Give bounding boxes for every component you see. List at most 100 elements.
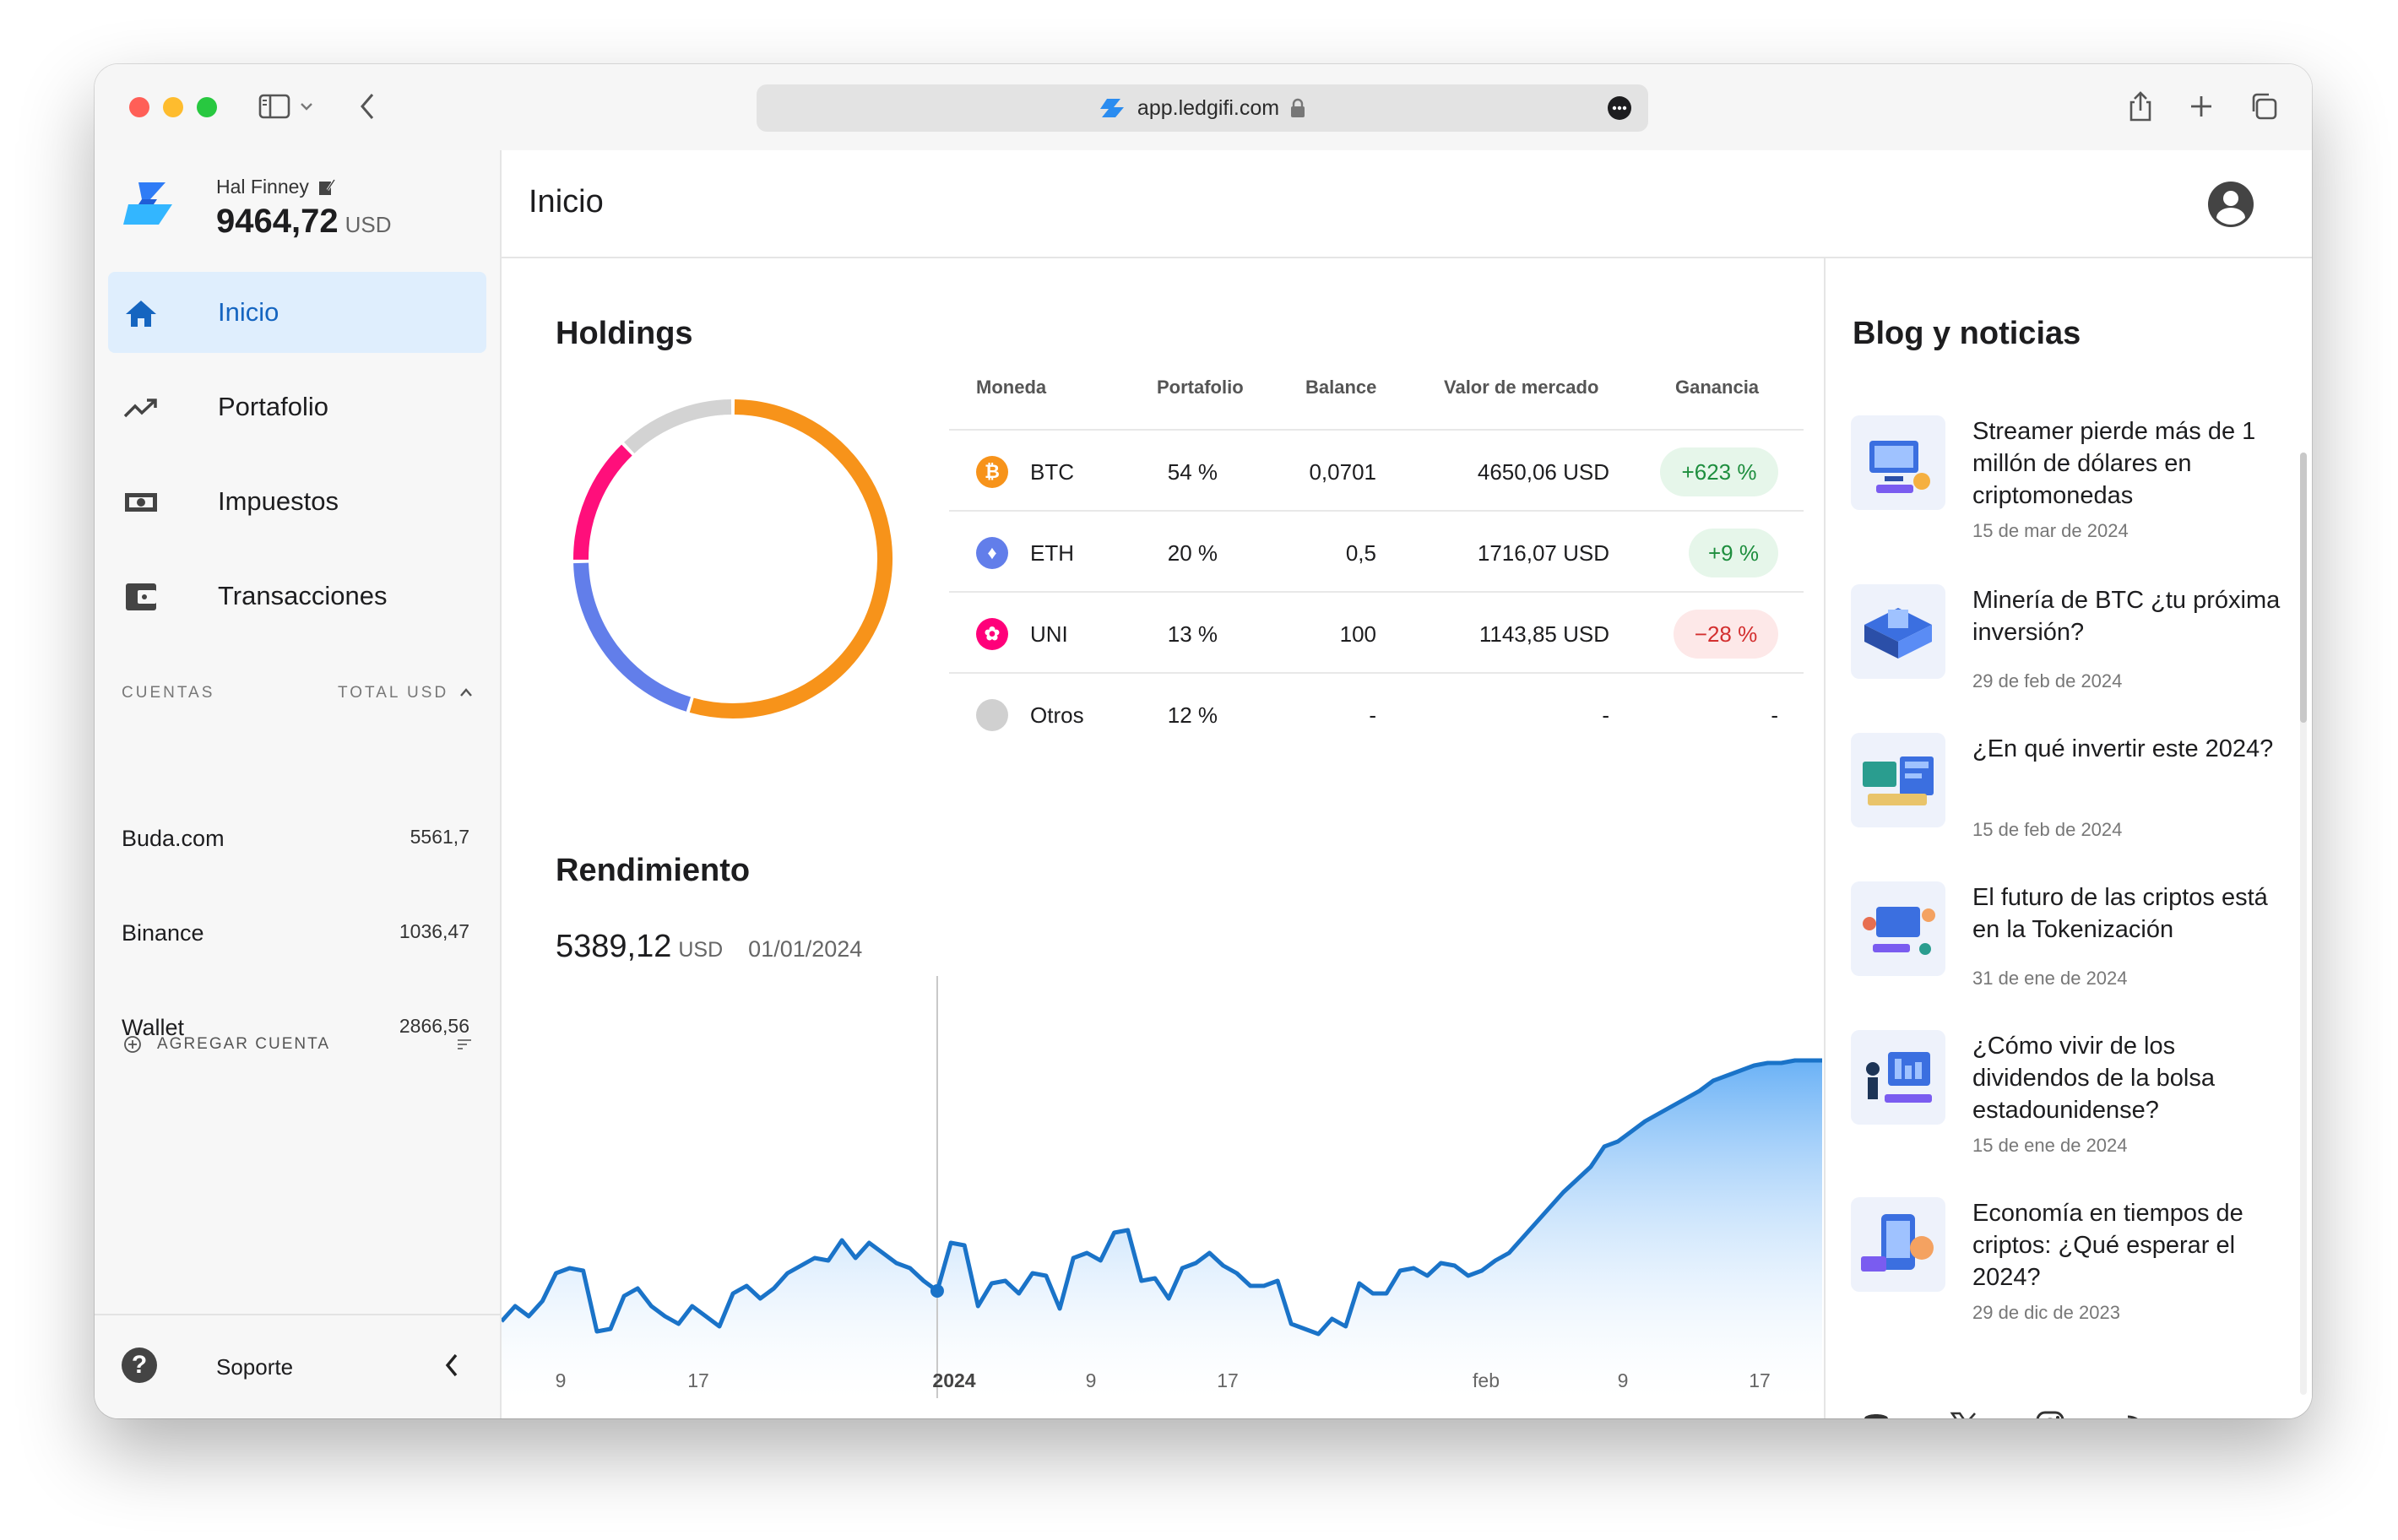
column-header-balance: Balance bbox=[1305, 377, 1377, 398]
donut-slice-uni[interactable] bbox=[573, 444, 632, 560]
donut-slice-eth[interactable] bbox=[573, 562, 692, 712]
gain-badge: −28 % bbox=[1674, 610, 1778, 659]
performance-date: 01/01/2024 bbox=[748, 936, 863, 962]
article-thumbnail bbox=[1851, 733, 1945, 827]
nav-item-impuestos[interactable]: Impuestos bbox=[108, 461, 486, 542]
article-date: 15 de ene de 2024 bbox=[1972, 1135, 2128, 1156]
gain-value: - bbox=[1771, 702, 1778, 728]
chevron-down-icon[interactable] bbox=[294, 87, 319, 126]
coin-balance: - bbox=[1369, 702, 1376, 728]
news-scrollbar-thumb[interactable] bbox=[2300, 453, 2307, 723]
column-header-moneda: Moneda bbox=[976, 377, 1047, 398]
share-icon[interactable] bbox=[2121, 87, 2160, 126]
article-title[interactable]: Economía en tiempos de criptos: ¿Qué esp… bbox=[1972, 1200, 2243, 1291]
accounts-header[interactable]: CUENTAS TOTAL USD bbox=[122, 684, 476, 702]
more-options-icon[interactable] bbox=[1608, 96, 1631, 120]
user-name-row: Hal Finney bbox=[216, 176, 336, 198]
coin-symbol: BTC bbox=[1030, 459, 1074, 485]
article-thumbnail bbox=[1851, 1030, 1945, 1125]
portfolio-percent: 54 % bbox=[1167, 459, 1218, 485]
account-row-buda[interactable]: Buda.com 5561,7 bbox=[122, 826, 469, 852]
article-thumbnail bbox=[1851, 415, 1945, 510]
nav-item-label: Portafolio bbox=[218, 392, 328, 421]
account-row-binance[interactable]: Binance 1036,47 bbox=[122, 920, 469, 946]
performance-amount: 5389,12 bbox=[556, 929, 672, 964]
add-account-button[interactable]: AGREGAR CUENTA bbox=[123, 1035, 473, 1054]
account-name: Wallet bbox=[122, 1015, 185, 1040]
holdings-donut-chart bbox=[573, 399, 892, 718]
column-header-valor-de-mercado: Valor de mercado bbox=[1444, 377, 1599, 398]
main-header: Inicio bbox=[502, 150, 2312, 258]
table-row[interactable]: ♦ ETH 20 % 0,5 1716,07 USD +9 % bbox=[949, 510, 1804, 593]
lock-icon bbox=[1291, 98, 1305, 117]
money-icon bbox=[123, 488, 159, 517]
account-value: 1036,47 bbox=[399, 920, 469, 942]
coin-balance: 100 bbox=[1339, 621, 1376, 647]
article-title[interactable]: Minería de BTC ¿tu próxima inversión? bbox=[1972, 587, 2281, 646]
zoom-window-button[interactable] bbox=[197, 97, 217, 117]
gain-badge: +623 % bbox=[1660, 447, 1778, 496]
total-balance-value: 9464,72 bbox=[216, 203, 339, 240]
instagram-icon[interactable] bbox=[2033, 1408, 2067, 1418]
support-link[interactable]: Soporte bbox=[216, 1354, 294, 1380]
browser-toolbar: app.ledgifi.com bbox=[95, 64, 2312, 150]
chevron-up-icon[interactable] bbox=[459, 687, 473, 697]
edit-icon[interactable] bbox=[317, 178, 336, 197]
sort-icon[interactable] bbox=[456, 1038, 473, 1051]
back-icon[interactable] bbox=[348, 87, 387, 126]
nav-item-label: Inicio bbox=[218, 297, 279, 327]
article-title[interactable]: ¿Cómo vivir de los dividendos de la bols… bbox=[1972, 1033, 2215, 1124]
coin-symbol: Otros bbox=[1030, 702, 1084, 728]
discord-icon[interactable] bbox=[1859, 1408, 1893, 1418]
account-value: 5561,7 bbox=[410, 826, 469, 848]
table-row[interactable]: Otros 12 % - - - bbox=[949, 672, 1804, 755]
nav-item-inicio[interactable]: Inicio bbox=[108, 272, 486, 353]
article-title[interactable]: Streamer pierde más de 1 millón de dólar… bbox=[1972, 418, 2256, 509]
minimize-window-button[interactable] bbox=[163, 97, 183, 117]
site-favicon-icon bbox=[1099, 99, 1124, 117]
performance-chart[interactable] bbox=[502, 976, 1822, 1398]
close-window-button[interactable] bbox=[129, 97, 149, 117]
accounts-total-label: TOTAL USD bbox=[338, 684, 449, 702]
sidebar-toggle-icon[interactable] bbox=[255, 87, 294, 126]
column-header-portafolio: Portafolio bbox=[1157, 377, 1244, 398]
performance-value: 5389,12 USD 01/01/2024 bbox=[556, 929, 862, 965]
performance-area-fill bbox=[502, 1060, 1822, 1398]
account-name: Binance bbox=[122, 920, 204, 946]
help-icon[interactable]: ? bbox=[122, 1348, 157, 1383]
account-value: 2866,56 bbox=[399, 1015, 469, 1037]
coin-symbol: UNI bbox=[1030, 621, 1068, 647]
nav-item-transacciones[interactable]: Transacciones bbox=[108, 556, 486, 637]
nav-item-portafolio[interactable]: Portafolio bbox=[108, 366, 486, 447]
x-tick-label: 9 bbox=[1085, 1369, 1097, 1391]
article-date: 29 de dic de 2023 bbox=[1972, 1302, 2120, 1323]
nav-item-label: Transacciones bbox=[218, 581, 388, 610]
donut-slice-btc[interactable] bbox=[689, 399, 892, 718]
coin-symbol: ETH bbox=[1030, 540, 1074, 566]
article-title[interactable]: El futuro de las criptos está en la Toke… bbox=[1972, 884, 2268, 943]
collapse-sidebar-icon[interactable] bbox=[444, 1353, 459, 1378]
new-tab-icon[interactable] bbox=[2182, 87, 2221, 126]
performance-currency: USD bbox=[678, 938, 724, 962]
sidebar-footer: ? Soporte bbox=[95, 1314, 500, 1418]
table-row[interactable]: ✿ UNI 13 % 100 1143,85 USD −28 % bbox=[949, 591, 1804, 674]
user-name: Hal Finney bbox=[216, 176, 309, 198]
performance-title: Rendimiento bbox=[556, 853, 751, 888]
donut-slice-otros[interactable] bbox=[624, 399, 732, 454]
account-row-wallet[interactable]: Wallet 2866,56 bbox=[122, 1015, 469, 1041]
x-icon[interactable] bbox=[1947, 1408, 1981, 1418]
market-value: 4650,06 USD bbox=[1477, 459, 1609, 485]
sidebar: Hal Finney 9464,72 USD Inicio Portafolio… bbox=[95, 150, 502, 1418]
blog-title: Blog y noticias bbox=[1853, 316, 2081, 351]
news-scrollbar[interactable] bbox=[2300, 453, 2307, 1395]
table-row[interactable]: ₿ BTC 54 % 0,0701 4650,06 USD +623 % bbox=[949, 429, 1804, 512]
tab-overview-icon[interactable] bbox=[2244, 87, 2283, 126]
gain-badge: +9 % bbox=[1689, 529, 1778, 578]
address-bar[interactable]: app.ledgifi.com bbox=[757, 84, 1648, 132]
holdings-title: Holdings bbox=[556, 316, 693, 351]
article-title[interactable]: ¿En qué invertir este 2024? bbox=[1972, 735, 2274, 762]
nav-item-label: Impuestos bbox=[218, 486, 339, 516]
x-tick-label: 17 bbox=[687, 1369, 709, 1391]
rss-icon[interactable] bbox=[2119, 1408, 2153, 1418]
account-circle-icon[interactable] bbox=[2207, 181, 2254, 228]
